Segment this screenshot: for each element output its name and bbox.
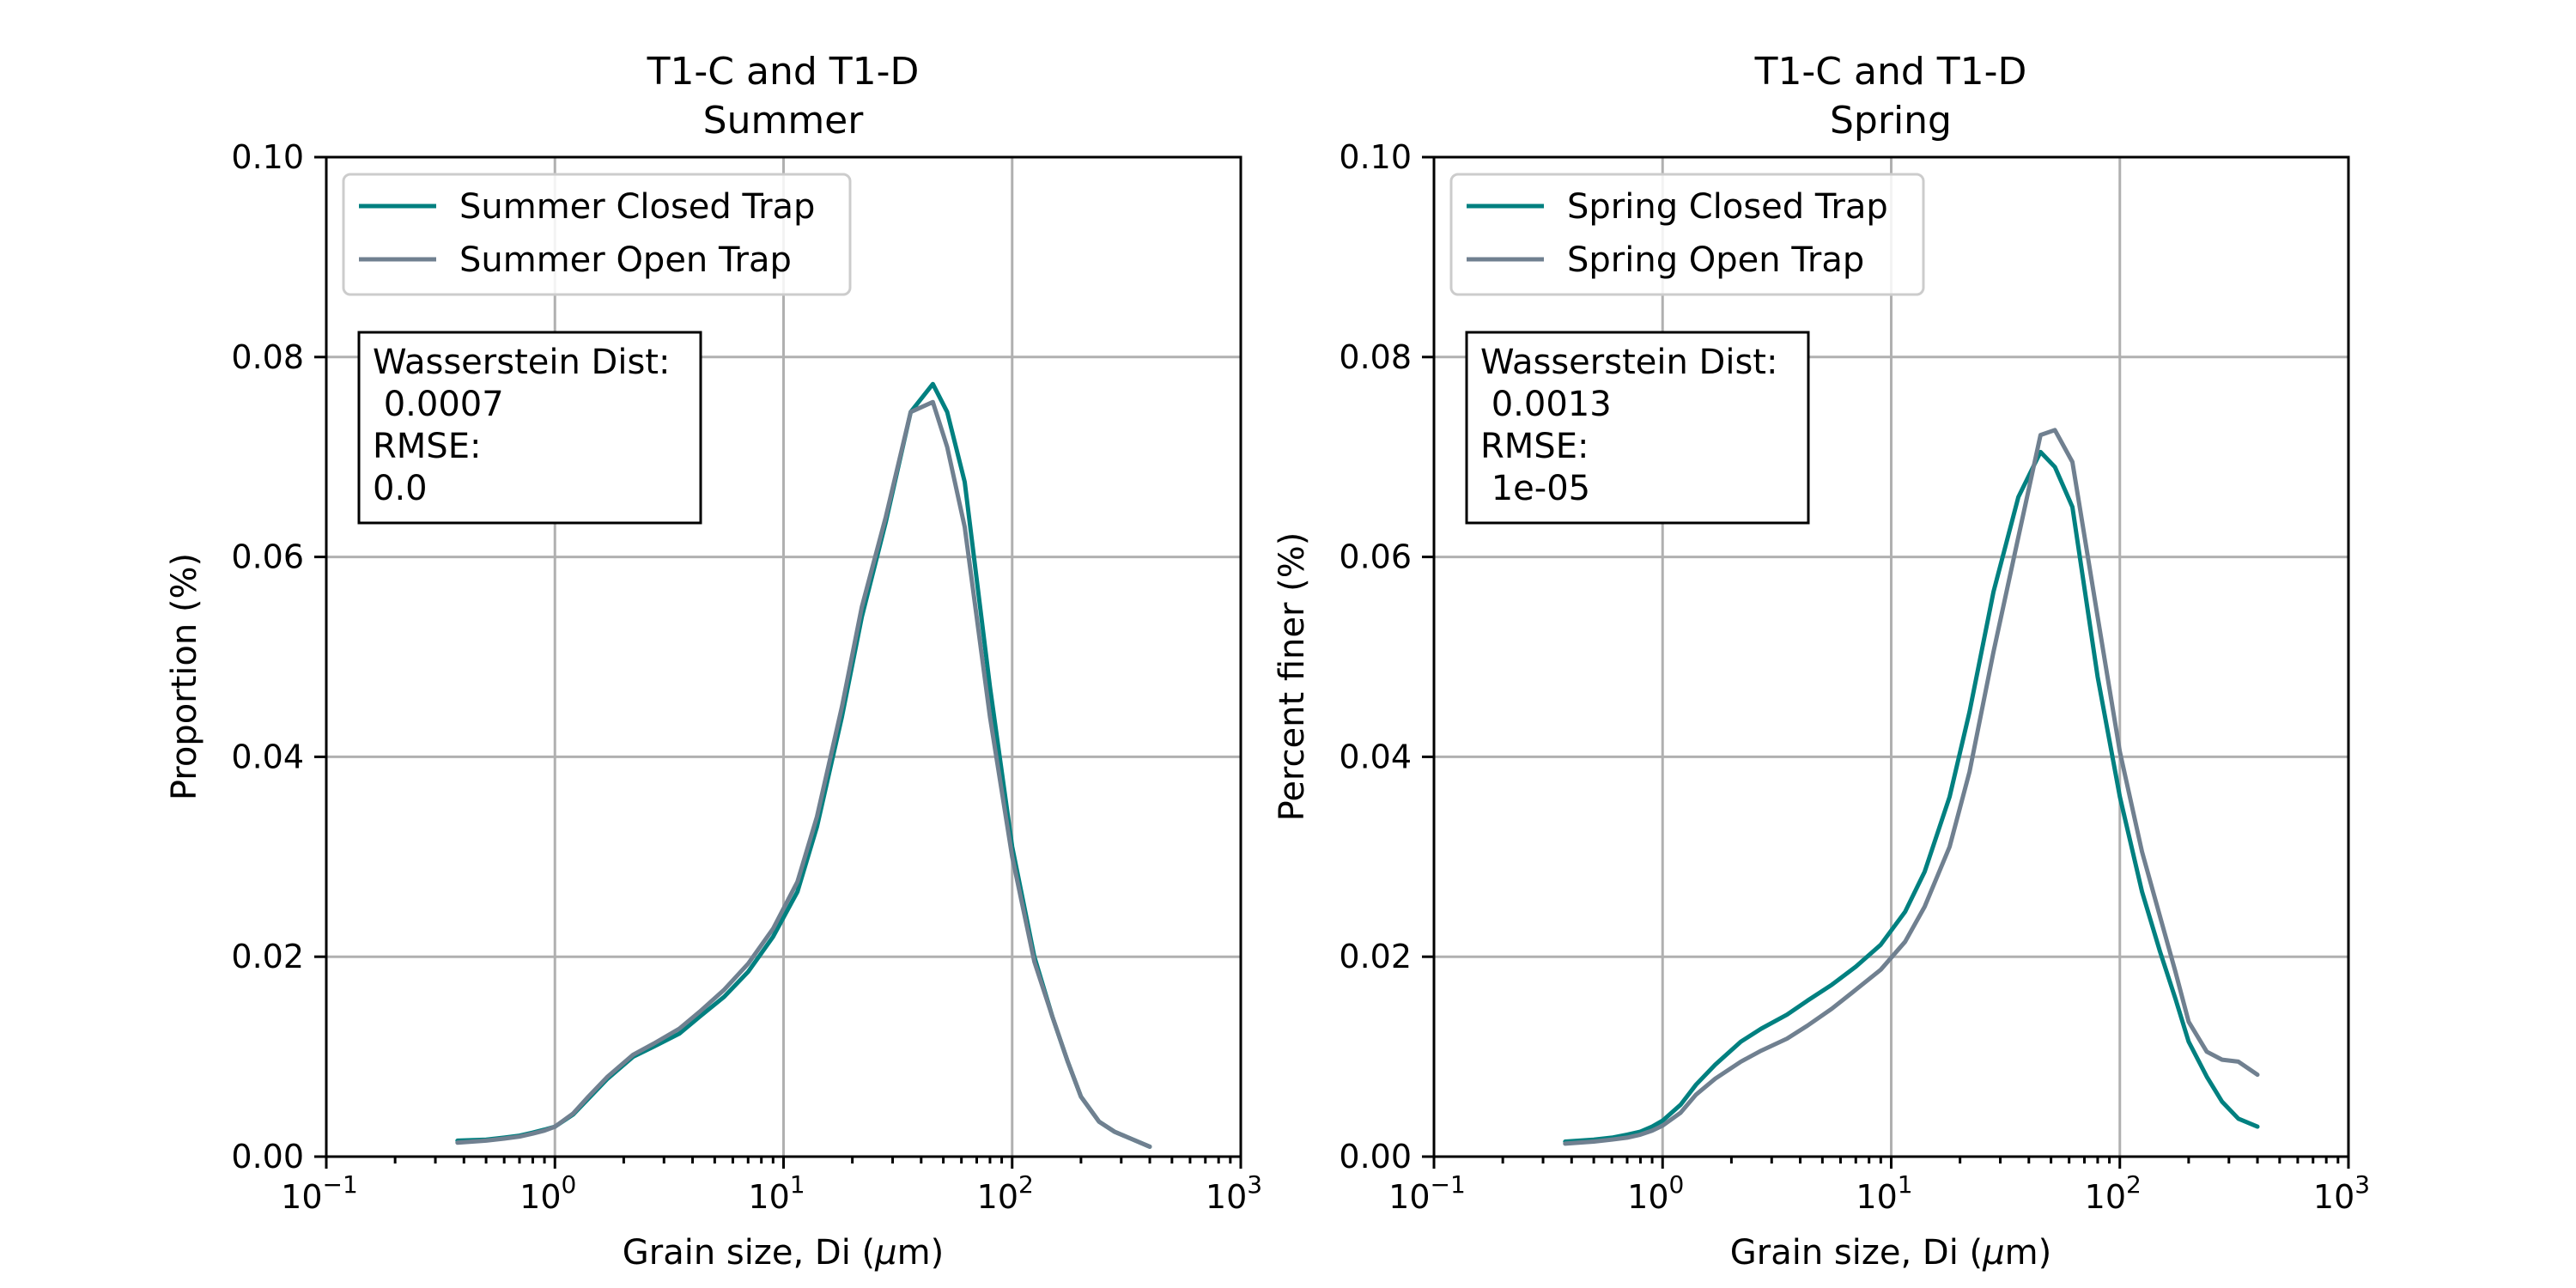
x-tick-label-1: 100 xyxy=(1627,1170,1684,1216)
x-axis-ticks: 10−1 100 101 102 103 xyxy=(281,1157,1262,1216)
x-tick-label-exponent: 0 xyxy=(1669,1170,1685,1199)
x-tick-label-base: 10 xyxy=(281,1178,322,1216)
y-tick-label-5: 0.10 xyxy=(231,138,304,176)
chart-title-line-2: Spring xyxy=(1830,99,1952,143)
x-axis-label: Grain size, Di (μm) xyxy=(623,1233,944,1273)
x-axis-label-prefix: Grain size, Di ( xyxy=(623,1233,875,1273)
y-tick-label-3: 0.06 xyxy=(231,538,304,576)
legend-label-open-trap: Summer Open Trap xyxy=(459,240,792,280)
series-layer xyxy=(455,381,1152,1149)
x-axis-label: Grain size, Di (μm) xyxy=(1730,1233,2051,1273)
x-tick-label-exponent: −1 xyxy=(323,1170,358,1199)
y-tick-label-2: 0.04 xyxy=(1339,738,1412,775)
y-tick-label-1: 0.02 xyxy=(231,938,304,975)
stats-annotation-frame xyxy=(1465,331,1810,525)
legend-label-open-trap: Spring Open Trap xyxy=(1567,240,1864,280)
x-tick-label-0: 10−1 xyxy=(281,1170,358,1216)
stats-line-3: RMSE: xyxy=(1480,427,1589,466)
x-tick-label-1: 100 xyxy=(519,1170,576,1216)
stats-line-4: 1e-05 xyxy=(1480,469,1590,508)
x-tick-label-base: 10 xyxy=(519,1178,561,1216)
y-tick-label-4: 0.08 xyxy=(1339,338,1412,376)
stats-line-2: 0.0007 xyxy=(373,385,504,424)
x-tick-label-base: 10 xyxy=(1206,1178,1247,1216)
x-tick-label-exponent: 1 xyxy=(1898,1170,1913,1199)
x-tick-label-exponent: 0 xyxy=(562,1170,577,1199)
y-axis-ticks: 0.00 0.02 0.04 0.06 0.08 0.10 xyxy=(1339,138,1434,1176)
x-axis-label-mu: μ xyxy=(1982,1233,2004,1273)
legend: Summer Closed Trap Summer Open Trap xyxy=(342,173,852,296)
x-tick-label-0: 10−1 xyxy=(1388,1170,1466,1216)
stats-line-2: 0.0013 xyxy=(1480,385,1612,424)
legend-frame xyxy=(1449,173,1925,296)
series-layer xyxy=(1563,428,2260,1146)
x-tick-label-base: 10 xyxy=(1627,1178,1668,1216)
stats-line-1: Wasserstein Dist: xyxy=(373,343,670,382)
stats-line-4: 0.0 xyxy=(373,469,428,508)
y-axis-label: Proportion (%) xyxy=(165,553,204,800)
x-axis-label-suffix: m) xyxy=(2005,1233,2052,1273)
y-tick-label-2: 0.04 xyxy=(231,738,304,775)
series-line-0 xyxy=(1563,449,2260,1144)
chart-title-line-1: T1-C and T1-D xyxy=(1754,50,2027,94)
x-tick-label-exponent: 2 xyxy=(1018,1170,1034,1199)
x-tick-label-exponent: 3 xyxy=(2354,1170,2370,1199)
x-tick-label-3: 102 xyxy=(977,1170,1034,1216)
stats-annotation: Wasserstein Dist: 0.0007 RMSE: 0.0 xyxy=(357,331,702,525)
chart-title-line-1: T1-C and T1-D xyxy=(647,50,920,94)
y-axis-ticks: 0.00 0.02 0.04 0.06 0.08 0.10 xyxy=(231,138,326,1176)
stats-annotation: Wasserstein Dist: 0.0013 RMSE: 1e-05 xyxy=(1465,331,1810,525)
legend-frame xyxy=(342,173,852,296)
x-tick-label-2: 101 xyxy=(748,1170,805,1216)
x-axis-label-mu: μ xyxy=(874,1233,896,1273)
x-tick-label-exponent: 2 xyxy=(2126,1170,2142,1199)
y-tick-label-0: 0.00 xyxy=(1339,1138,1412,1176)
chart-title: T1-C and T1-D Summer xyxy=(647,50,920,143)
x-tick-label-4: 103 xyxy=(1206,1170,1262,1216)
y-tick-label-4: 0.08 xyxy=(231,338,304,376)
x-tick-label-base: 10 xyxy=(1856,1178,1897,1216)
y-tick-label-1: 0.02 xyxy=(1339,938,1412,975)
x-tick-label-exponent: 3 xyxy=(1247,1170,1262,1199)
x-tick-label-base: 10 xyxy=(1388,1178,1430,1216)
chart-summer: T1-C and T1-D Summer 10−1 100 101 102 103 0.… xyxy=(165,50,1262,1273)
x-axis-label-suffix: m) xyxy=(897,1233,945,1273)
x-tick-label-4: 103 xyxy=(2313,1170,2370,1216)
stats-line-3: RMSE: xyxy=(373,427,481,466)
stats-annotation-frame xyxy=(357,331,702,525)
x-tick-label-base: 10 xyxy=(2313,1178,2354,1216)
x-axis-label-prefix: Grain size, Di ( xyxy=(1730,1233,1983,1273)
legend-label-closed-trap: Spring Closed Trap xyxy=(1567,187,1888,227)
x-tick-label-base: 10 xyxy=(977,1178,1018,1216)
chart-title: T1-C and T1-D Spring xyxy=(1754,50,2027,143)
series-line-1 xyxy=(1563,428,2260,1146)
chart-spring: T1-C and T1-D Spring 10−1 100 101 102 103 0.… xyxy=(1273,50,2370,1273)
x-axis-ticks: 10−1 100 101 102 103 xyxy=(1388,1157,2370,1216)
legend-label-closed-trap: Summer Closed Trap xyxy=(459,187,815,227)
x-tick-label-exponent: −1 xyxy=(1431,1170,1466,1199)
legend: Spring Closed Trap Spring Open Trap xyxy=(1449,173,1925,296)
y-tick-label-3: 0.06 xyxy=(1339,538,1412,576)
series-line-1 xyxy=(455,399,1152,1149)
y-tick-label-5: 0.10 xyxy=(1339,138,1412,176)
chart-title-line-2: Summer xyxy=(703,99,865,143)
x-tick-label-base: 10 xyxy=(2085,1178,2126,1216)
stats-line-1: Wasserstein Dist: xyxy=(1480,343,1777,382)
x-tick-label-exponent: 1 xyxy=(790,1170,805,1199)
x-tick-label-2: 101 xyxy=(1856,1170,1912,1216)
y-axis-label: Percent finer (%) xyxy=(1273,532,1312,822)
y-tick-label-0: 0.00 xyxy=(231,1138,304,1176)
x-tick-label-3: 102 xyxy=(2085,1170,2142,1216)
x-tick-label-base: 10 xyxy=(748,1178,789,1216)
